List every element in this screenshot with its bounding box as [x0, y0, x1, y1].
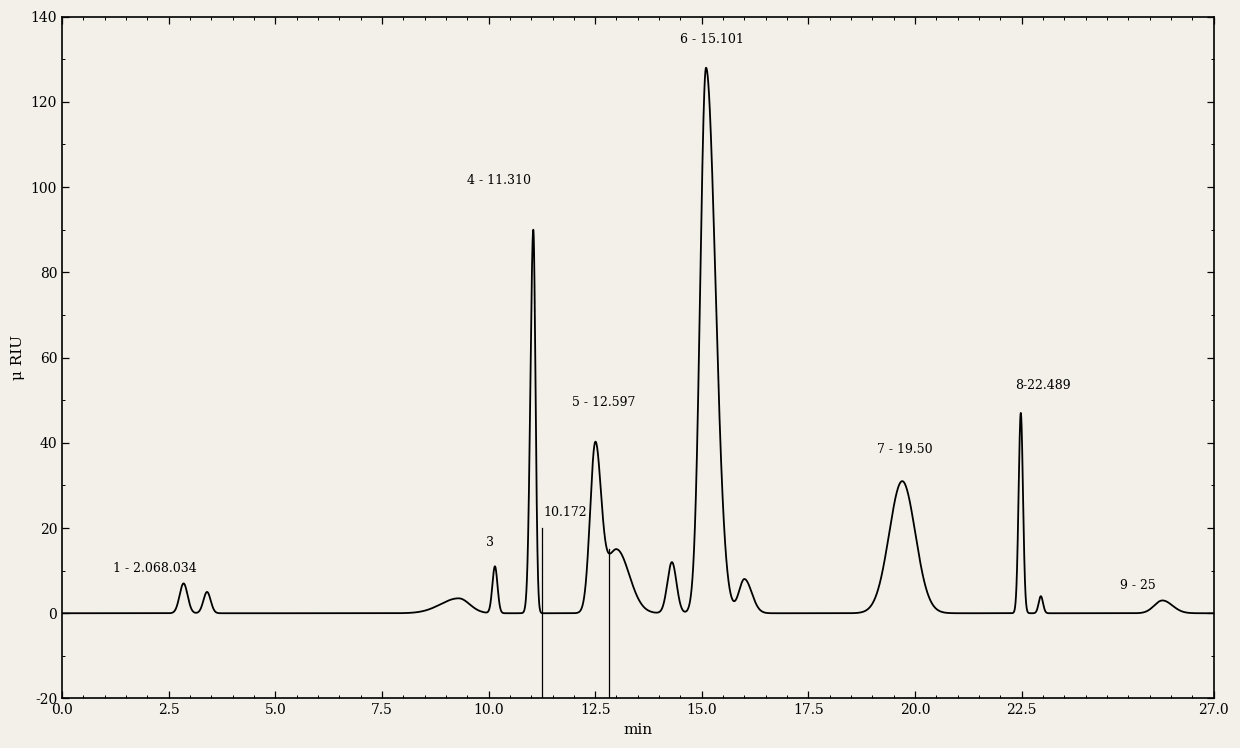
- Text: 4 - 11.310: 4 - 11.310: [467, 174, 531, 187]
- X-axis label: min: min: [624, 723, 652, 737]
- Y-axis label: μ RIU: μ RIU: [11, 335, 25, 380]
- Text: 5 - 12.597: 5 - 12.597: [572, 396, 635, 408]
- Text: 8-22.489: 8-22.489: [1016, 378, 1071, 392]
- Text: 7 - 19.50: 7 - 19.50: [877, 443, 932, 456]
- Text: 3: 3: [486, 536, 495, 549]
- Text: 10.172: 10.172: [543, 506, 587, 519]
- Text: 6 - 15.101: 6 - 15.101: [681, 34, 744, 46]
- Text: 1 - 2.068.034: 1 - 2.068.034: [113, 562, 197, 575]
- Text: 9 - 25: 9 - 25: [1120, 579, 1156, 592]
